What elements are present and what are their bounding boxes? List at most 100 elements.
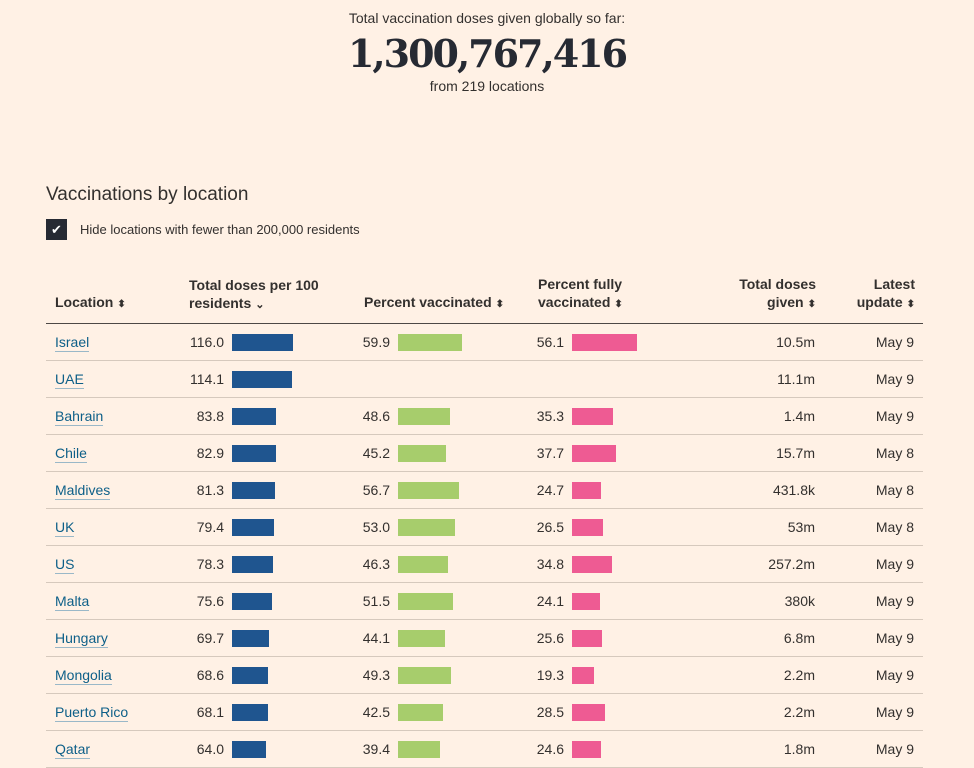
location-link[interactable]: Chile xyxy=(55,445,87,463)
vaccinations-table: Location ⬍ Total doses per 100 residents ⌄… xyxy=(46,275,923,768)
doses-per-100-bar xyxy=(232,407,276,425)
latest-update-cell: May 9 xyxy=(824,730,923,768)
doses-per-100-value: 68.6 xyxy=(196,667,224,683)
location-cell: Israel xyxy=(46,323,180,361)
percent-fully-vaccinated-value: 35.3 xyxy=(536,408,564,424)
percent-vaccinated-cell: 45.2 xyxy=(355,434,529,472)
doses-per-100-cell: 75.6 xyxy=(180,582,355,620)
percent-fully-vaccinated-value: 26.5 xyxy=(536,519,564,535)
location-link[interactable]: Mongolia xyxy=(55,667,112,685)
doses-per-100-cell: 116.0 xyxy=(180,323,355,361)
percent-vaccinated-bar xyxy=(398,629,445,647)
table-row: Maldives 81.3 56.7 24.7 431.8k May 8 xyxy=(46,471,923,509)
percent-vaccinated-bar xyxy=(398,666,451,684)
doses-per-100-bar xyxy=(232,444,276,462)
column-header-doses-per-100[interactable]: Total doses per 100 residents ⌄ xyxy=(180,275,355,324)
latest-update-cell: May 9 xyxy=(824,545,923,583)
percent-fully-vaccinated-bar xyxy=(572,592,600,610)
total-doses-cell: 2.2m xyxy=(704,693,824,731)
doses-per-100-cell: 78.3 xyxy=(180,545,355,583)
doses-per-100-cell: 114.1 xyxy=(180,360,355,398)
percent-vaccinated-bar xyxy=(398,518,455,536)
percent-fully-vaccinated-bar xyxy=(572,444,616,462)
doses-per-100-bar xyxy=(232,666,268,684)
doses-per-100-cell: 69.7 xyxy=(180,619,355,657)
doses-per-100-cell: 79.4 xyxy=(180,508,355,546)
column-header-percent-fully-vaccinated[interactable]: Percent fully vaccinated ⬍ xyxy=(529,275,704,324)
location-link[interactable]: US xyxy=(55,556,75,574)
percent-fully-vaccinated-cell: 19.3 xyxy=(529,656,704,694)
location-link[interactable]: Bahrain xyxy=(55,408,104,426)
percent-vaccinated-cell xyxy=(355,360,529,398)
location-cell: Maldives xyxy=(46,471,180,509)
percent-vaccinated-cell: 42.5 xyxy=(355,693,529,731)
column-header-percent-vaccinated[interactable]: Percent vaccinated ⬍ xyxy=(355,275,529,324)
location-link[interactable]: Puerto Rico xyxy=(55,704,129,722)
doses-per-100-value: 78.3 xyxy=(196,556,224,572)
total-doses-cell: 53m xyxy=(704,508,824,546)
population-filter[interactable]: ✔ Hide locations with fewer than 200,000… xyxy=(46,219,360,240)
doses-per-100-bar xyxy=(232,518,274,536)
percent-vaccinated-bar xyxy=(398,407,450,425)
location-cell: Hungary xyxy=(46,619,180,657)
location-link[interactable]: Maldives xyxy=(55,482,111,500)
percent-vaccinated-value: 39.4 xyxy=(362,741,390,757)
sort-icon: ⬍ xyxy=(807,299,816,310)
table-header-row: Location ⬍ Total doses per 100 residents ⌄… xyxy=(46,275,923,324)
doses-per-100-value: 114.1 xyxy=(190,371,224,387)
location-link[interactable]: Israel xyxy=(55,334,90,352)
table-row: Chile 82.9 45.2 37.7 15.7m May 8 xyxy=(46,434,923,472)
location-link[interactable]: Hungary xyxy=(55,630,108,648)
percent-vaccinated-cell: 44.1 xyxy=(355,619,529,657)
location-cell: UAE xyxy=(46,360,180,398)
percent-fully-vaccinated-bar xyxy=(572,740,601,758)
percent-vaccinated-value: 49.3 xyxy=(362,667,390,683)
doses-per-100-cell: 82.9 xyxy=(180,434,355,472)
percent-vaccinated-bar xyxy=(398,481,459,499)
column-header-latest-update[interactable]: Latest update ⬍ xyxy=(824,275,923,324)
hide-small-locations-label[interactable]: Hide locations with fewer than 200,000 r… xyxy=(80,222,360,237)
section-title: Vaccinations by location xyxy=(46,184,249,205)
percent-fully-vaccinated-cell: 56.1 xyxy=(529,323,704,361)
percent-vaccinated-cell: 48.6 xyxy=(355,397,529,435)
percent-fully-vaccinated-value: 24.6 xyxy=(536,741,564,757)
global-total-value: 1,300,767,416 xyxy=(347,31,628,76)
table-row: UAE 114.1 11.1m May 9 xyxy=(46,360,923,398)
percent-fully-vaccinated-cell: 26.5 xyxy=(529,508,704,546)
sort-icon: ⬍ xyxy=(906,299,915,310)
percent-fully-vaccinated-value: 24.7 xyxy=(536,482,564,498)
percent-vaccinated-cell: 46.3 xyxy=(355,545,529,583)
percent-fully-vaccinated-bar xyxy=(572,518,603,536)
table-row: Mongolia 68.6 49.3 19.3 2.2m May 9 xyxy=(46,656,923,694)
doses-per-100-value: 69.7 xyxy=(196,630,224,646)
percent-fully-vaccinated-bar xyxy=(572,407,613,425)
location-cell: Chile xyxy=(46,434,180,472)
percent-vaccinated-cell: 59.9 xyxy=(355,323,529,361)
total-doses-cell: 380k xyxy=(704,582,824,620)
latest-update-cell: May 8 xyxy=(824,434,923,472)
percent-vaccinated-cell: 53.0 xyxy=(355,508,529,546)
percent-vaccinated-value: 44.1 xyxy=(362,630,390,646)
location-link[interactable]: UAE xyxy=(55,371,84,389)
sort-icon: ⬍ xyxy=(117,299,126,310)
percent-fully-vaccinated-cell: 37.7 xyxy=(529,434,704,472)
column-header-total-doses[interactable]: Total doses given ⬍ xyxy=(704,275,824,324)
doses-per-100-bar xyxy=(232,333,293,351)
table-row: Israel 116.0 59.9 56.1 10.5m May 9 xyxy=(46,323,923,361)
global-total-label: Total vaccination doses given globally s… xyxy=(348,10,626,26)
latest-update-cell: May 9 xyxy=(824,582,923,620)
doses-per-100-value: 75.6 xyxy=(196,593,224,609)
percent-vaccinated-value: 51.5 xyxy=(362,593,390,609)
column-header-location[interactable]: Location ⬍ xyxy=(46,275,180,324)
doses-per-100-value: 79.4 xyxy=(196,519,224,535)
doses-per-100-bar xyxy=(232,481,275,499)
hide-small-locations-checkbox[interactable]: ✔ xyxy=(46,219,67,240)
percent-vaccinated-value: 48.6 xyxy=(362,408,390,424)
location-link[interactable]: Qatar xyxy=(55,741,91,759)
total-doses-cell: 2.2m xyxy=(704,656,824,694)
percent-vaccinated-cell: 56.7 xyxy=(355,471,529,509)
location-link[interactable]: Malta xyxy=(55,593,90,611)
percent-fully-vaccinated-bar xyxy=(572,481,601,499)
percent-fully-vaccinated-value: 28.5 xyxy=(536,704,564,720)
location-link[interactable]: UK xyxy=(55,519,75,537)
